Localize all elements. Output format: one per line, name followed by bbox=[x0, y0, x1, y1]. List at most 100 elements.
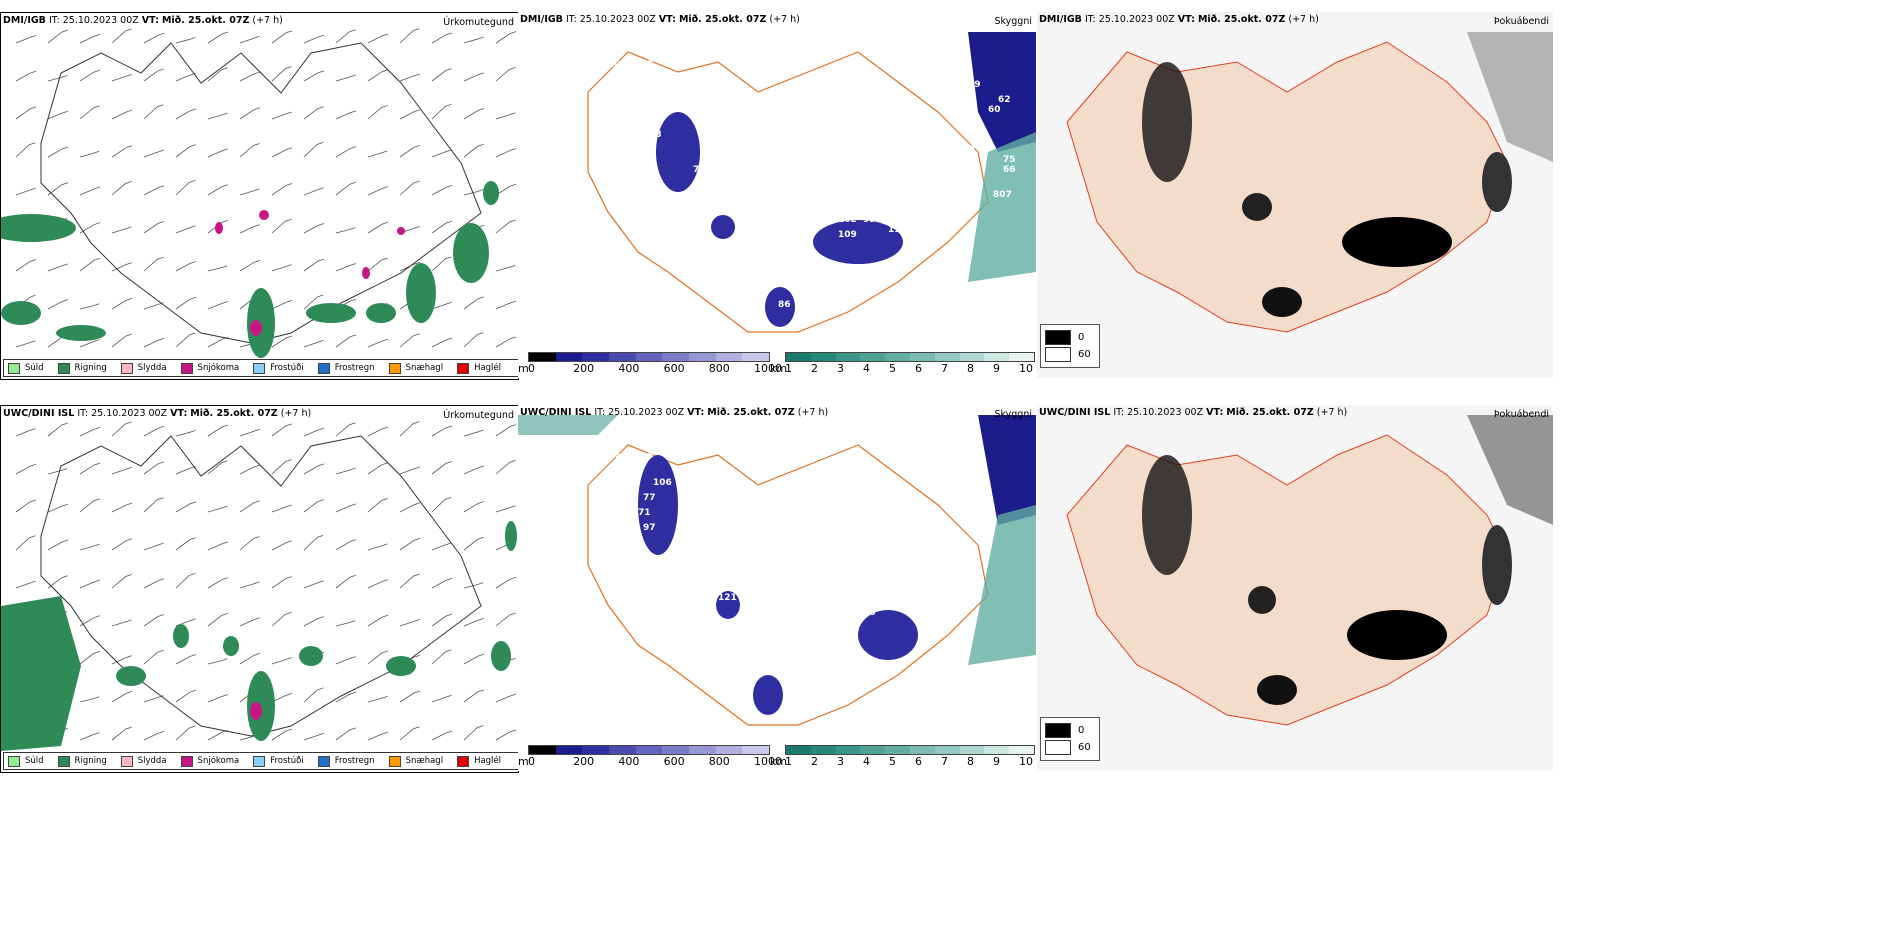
cloud-base-label: 77 bbox=[748, 285, 761, 295]
wind-barb bbox=[431, 301, 452, 310]
wind-barb bbox=[367, 105, 388, 120]
wind-barb bbox=[335, 110, 357, 120]
wind-barb bbox=[207, 336, 229, 348]
legend-label: Snæhagl bbox=[405, 363, 444, 373]
cloud-base-label: 87 bbox=[963, 145, 976, 155]
wind-barb bbox=[207, 219, 228, 234]
cloud-base-label: 121 bbox=[638, 115, 657, 125]
colorbar-tick-label: 1000 bbox=[754, 755, 782, 768]
wind-barb bbox=[207, 694, 228, 703]
colorbar-tick-label: 400 bbox=[618, 362, 640, 375]
wind-barb bbox=[367, 543, 388, 551]
colorbar-tick-label: 2 bbox=[811, 362, 818, 375]
wind-barb bbox=[431, 730, 453, 741]
wind-barb bbox=[335, 422, 356, 437]
wind-barb bbox=[111, 298, 133, 310]
wind-barb bbox=[399, 421, 420, 437]
wind-barb bbox=[495, 67, 516, 82]
wind-barb bbox=[79, 543, 100, 551]
wind-barb bbox=[15, 463, 37, 475]
legend-label: Rigning bbox=[74, 756, 107, 766]
wind-barb bbox=[463, 296, 484, 310]
legend-swatch bbox=[317, 362, 330, 374]
wind-barb bbox=[47, 75, 68, 82]
wind-barb bbox=[271, 540, 293, 551]
wind-barb bbox=[495, 460, 516, 475]
wind-barb bbox=[303, 427, 324, 437]
mist-legend-swatch bbox=[1045, 347, 1071, 362]
wind-barb bbox=[271, 30, 292, 44]
wind-barb bbox=[431, 496, 452, 513]
wind-barb bbox=[143, 614, 165, 627]
wind-barb bbox=[463, 72, 485, 82]
colorbar-tick-label: 800 bbox=[708, 755, 730, 768]
mist-map bbox=[1037, 12, 1553, 378]
legend-swatch bbox=[180, 362, 193, 374]
wind-barb bbox=[143, 68, 164, 82]
mist-map bbox=[1037, 405, 1553, 771]
cloud-base-label: 88 bbox=[838, 608, 851, 618]
wind-barb bbox=[175, 296, 197, 310]
cloud-base-label: 76 bbox=[773, 270, 786, 280]
legend-label: Haglél bbox=[474, 363, 502, 373]
wind-barb bbox=[111, 502, 133, 513]
wind-barb bbox=[303, 187, 324, 196]
cloud-base-label: 110 bbox=[838, 593, 857, 603]
cloud-base-label: 116 bbox=[748, 265, 767, 275]
wind-barb bbox=[79, 651, 100, 665]
wind-barb bbox=[175, 465, 196, 475]
wind-barb bbox=[495, 693, 516, 703]
wind-barb bbox=[335, 334, 356, 348]
cloud-base-label: 118 bbox=[888, 225, 907, 235]
colorbar-tick-label: 10 bbox=[1019, 755, 1033, 768]
colorbar-cell bbox=[555, 746, 583, 754]
wind-barb bbox=[431, 32, 453, 44]
wind-barb bbox=[79, 150, 100, 158]
colorbar-cell bbox=[662, 353, 690, 361]
wind-barb bbox=[463, 108, 485, 120]
colorbar-tick-label: 3 bbox=[837, 755, 844, 768]
wind-barb bbox=[207, 424, 229, 437]
wind-barb bbox=[175, 72, 196, 82]
colorbar-tick-label: 200 bbox=[573, 362, 595, 375]
colorbar-tick-label: 10 bbox=[1019, 362, 1033, 375]
wind-barb bbox=[207, 658, 228, 665]
wind-barb bbox=[15, 259, 37, 272]
colorbar-cell bbox=[715, 353, 743, 361]
mist-legend-swatch bbox=[1045, 740, 1071, 755]
wind-barb bbox=[175, 144, 196, 158]
legend-swatch bbox=[120, 755, 133, 767]
wind-barb bbox=[175, 725, 196, 741]
wind-barb bbox=[239, 581, 260, 589]
cloud-base-label: 107 bbox=[608, 60, 627, 70]
colorbar-cell bbox=[1009, 353, 1034, 361]
cloud-base-label: 102 bbox=[838, 215, 857, 225]
wind-barb bbox=[143, 649, 164, 665]
wind-barb bbox=[239, 500, 261, 513]
wind-barb bbox=[79, 427, 101, 437]
panel-header: DMI/IGB IT: 25.10.2023 00Z VT: Mið. 25.o… bbox=[520, 14, 800, 25]
legend-swatch bbox=[180, 755, 193, 767]
cloud-base-label: 81 bbox=[938, 170, 951, 180]
wind-barb bbox=[303, 687, 324, 703]
wind-barb bbox=[111, 145, 133, 158]
wind-barb bbox=[207, 729, 229, 741]
wind-barb bbox=[431, 149, 452, 158]
wind-barb bbox=[175, 225, 196, 234]
wind-barb bbox=[207, 184, 229, 196]
wind-barb bbox=[335, 539, 357, 551]
legend-swatch bbox=[253, 755, 266, 767]
cloud-base-label: 173 bbox=[643, 130, 662, 140]
legend-swatch bbox=[388, 362, 401, 374]
wind-barb bbox=[239, 71, 261, 82]
wind-barb bbox=[79, 105, 100, 120]
colorbar-cell bbox=[742, 353, 770, 361]
wind-barb bbox=[271, 459, 292, 475]
wind-barb bbox=[335, 29, 356, 44]
wind-barb bbox=[15, 428, 36, 437]
wind-barb bbox=[495, 31, 517, 44]
wind-barb bbox=[431, 542, 452, 551]
colorbar-tick-label: 0 bbox=[528, 362, 535, 375]
mist-legend: 0 60 bbox=[1040, 324, 1100, 368]
colorbar-cell bbox=[582, 353, 610, 361]
